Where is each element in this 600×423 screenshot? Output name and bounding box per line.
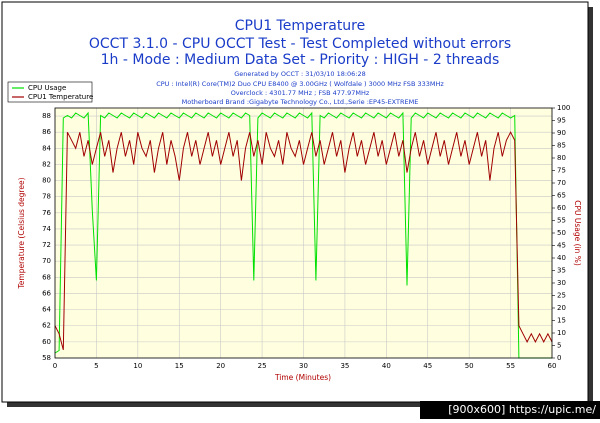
y-tick-label: 72 xyxy=(42,241,51,249)
y-tick-label: 82 xyxy=(42,160,51,168)
y2-tick-label: 80 xyxy=(557,154,566,162)
x-tick-label: 5 xyxy=(94,362,98,370)
y2-tick-label: 30 xyxy=(557,279,566,287)
series-line xyxy=(54,131,553,351)
y2-tick-label: 55 xyxy=(557,217,566,225)
y2-tick-label: 5 xyxy=(557,342,561,350)
info-line: Generated by OCCT : 31/03/10 18:06:28 xyxy=(234,70,366,78)
y2-tick-label: 90 xyxy=(557,129,566,137)
y-tick-label: 78 xyxy=(42,193,51,201)
x-tick-label: 25 xyxy=(258,362,267,370)
info-line: Motherboard Brand :Gigabyte Technology C… xyxy=(182,98,419,106)
y2-tick-label: 25 xyxy=(557,292,566,300)
y-axis-label: Temperature (Celsius degree) xyxy=(17,177,26,289)
legend-label: CPU1 Temperature xyxy=(28,93,93,101)
y-tick-label: 88 xyxy=(42,112,51,120)
y2-tick-label: 0 xyxy=(557,354,561,362)
y2-tick-label: 20 xyxy=(557,304,566,312)
x-tick-label: 50 xyxy=(465,362,474,370)
x-tick-label: 55 xyxy=(506,362,515,370)
y2-tick-label: 75 xyxy=(557,167,566,175)
y-tick-label: 84 xyxy=(42,144,51,152)
info-line: Overclock : 4301.77 MHz ; FSB 477.97MHz xyxy=(231,89,370,97)
y2-tick-label: 10 xyxy=(557,329,566,337)
y2-tick-label: 65 xyxy=(557,192,566,200)
legend xyxy=(7,81,93,103)
x-tick-label: 40 xyxy=(382,362,391,370)
y2-tick-label: 70 xyxy=(557,179,566,187)
x-tick-label: 45 xyxy=(423,362,432,370)
x-axis-label: Time (Minutes) xyxy=(274,373,331,382)
subtitle: 1h - Mode : Medium Data Set - Priority :… xyxy=(101,52,500,68)
y2-tick-label: 35 xyxy=(557,267,566,275)
legend-label: CPU Usage xyxy=(28,84,66,92)
y-tick-label: 66 xyxy=(42,289,51,297)
x-tick-label: 60 xyxy=(548,362,557,370)
y-tick-label: 60 xyxy=(42,338,51,346)
y2-tick-label: 60 xyxy=(557,204,566,212)
y2-tick-label: 85 xyxy=(557,142,566,150)
y2-axis-label: CPU Usage (in %) xyxy=(573,200,582,266)
x-tick-label: 20 xyxy=(216,362,225,370)
watermark-band xyxy=(420,401,600,419)
y2-tick-label: 40 xyxy=(557,254,566,262)
y-tick-label: 62 xyxy=(42,322,51,330)
y2-tick-label: 100 xyxy=(557,104,570,112)
y2-tick-label: 50 xyxy=(557,229,566,237)
y-tick-label: 76 xyxy=(42,209,51,217)
info-line: CPU : Intel(R) Core(TM)2 Duo CPU E8400 @… xyxy=(156,80,444,88)
y-tick-label: 64 xyxy=(42,306,51,314)
watermark: [900x600] https://upic.me/ xyxy=(448,403,596,416)
y2-tick-label: 45 xyxy=(557,242,566,250)
y2-tick-label: 15 xyxy=(557,317,566,325)
chart-title: CPU1 Temperature xyxy=(235,18,366,34)
x-tick-label: 15 xyxy=(175,362,184,370)
x-tick-label: 35 xyxy=(340,362,349,370)
x-tick-label: 10 xyxy=(133,362,142,370)
y-tick-label: 86 xyxy=(42,128,51,136)
x-tick-label: 30 xyxy=(299,362,308,370)
subtitle: OCCT 3.1.0 - CPU OCCT Test - Test Comple… xyxy=(89,36,511,52)
y-tick-label: 74 xyxy=(42,225,51,233)
y-tick-label: 58 xyxy=(42,354,51,362)
y-tick-label: 68 xyxy=(42,273,51,281)
y2-tick-label: 95 xyxy=(557,117,566,125)
y-tick-label: 70 xyxy=(42,257,51,265)
x-tick-label: 0 xyxy=(53,362,57,370)
y-tick-label: 80 xyxy=(42,177,51,185)
series-line xyxy=(54,111,552,359)
